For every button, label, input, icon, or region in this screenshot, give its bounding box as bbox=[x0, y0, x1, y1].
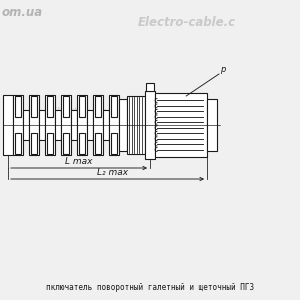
Bar bbox=[45, 95, 55, 155]
Bar bbox=[77, 95, 87, 155]
Bar bbox=[145, 91, 155, 159]
Bar bbox=[111, 96, 117, 117]
Bar bbox=[146, 83, 154, 91]
Text: L max: L max bbox=[65, 157, 93, 166]
Bar bbox=[47, 133, 53, 154]
Bar bbox=[63, 96, 69, 117]
Bar bbox=[119, 99, 127, 151]
Bar bbox=[23, 110, 29, 140]
Bar bbox=[55, 110, 61, 140]
Bar bbox=[111, 133, 117, 154]
Bar bbox=[71, 110, 77, 140]
Text: Electro-cable.com: Electro-cable.com bbox=[50, 107, 154, 117]
Bar bbox=[39, 110, 45, 140]
Bar bbox=[103, 110, 109, 140]
Bar bbox=[13, 95, 23, 155]
Bar bbox=[31, 96, 37, 117]
Bar bbox=[29, 95, 39, 155]
Bar bbox=[87, 110, 93, 140]
Text: пключатель поворотный галетный и щеточный ПГ3: пключатель поворотный галетный и щеточны… bbox=[46, 283, 254, 292]
Bar bbox=[93, 95, 103, 155]
Bar bbox=[79, 133, 85, 154]
Bar bbox=[79, 96, 85, 117]
Text: p: p bbox=[220, 65, 225, 74]
Text: L₂ max: L₂ max bbox=[97, 168, 128, 177]
Bar bbox=[95, 133, 101, 154]
Text: Electro-cable.c: Electro-cable.c bbox=[138, 16, 236, 29]
Bar bbox=[207, 99, 217, 151]
Bar bbox=[15, 133, 21, 154]
Bar bbox=[127, 96, 145, 154]
Bar bbox=[15, 96, 21, 117]
Bar bbox=[31, 133, 37, 154]
Text: om.ua: om.ua bbox=[2, 6, 43, 19]
Bar bbox=[109, 95, 119, 155]
Bar bbox=[155, 93, 207, 157]
Bar bbox=[95, 96, 101, 117]
Bar bbox=[61, 95, 71, 155]
Bar bbox=[63, 133, 69, 154]
Bar bbox=[47, 96, 53, 117]
Bar bbox=[3, 95, 13, 155]
